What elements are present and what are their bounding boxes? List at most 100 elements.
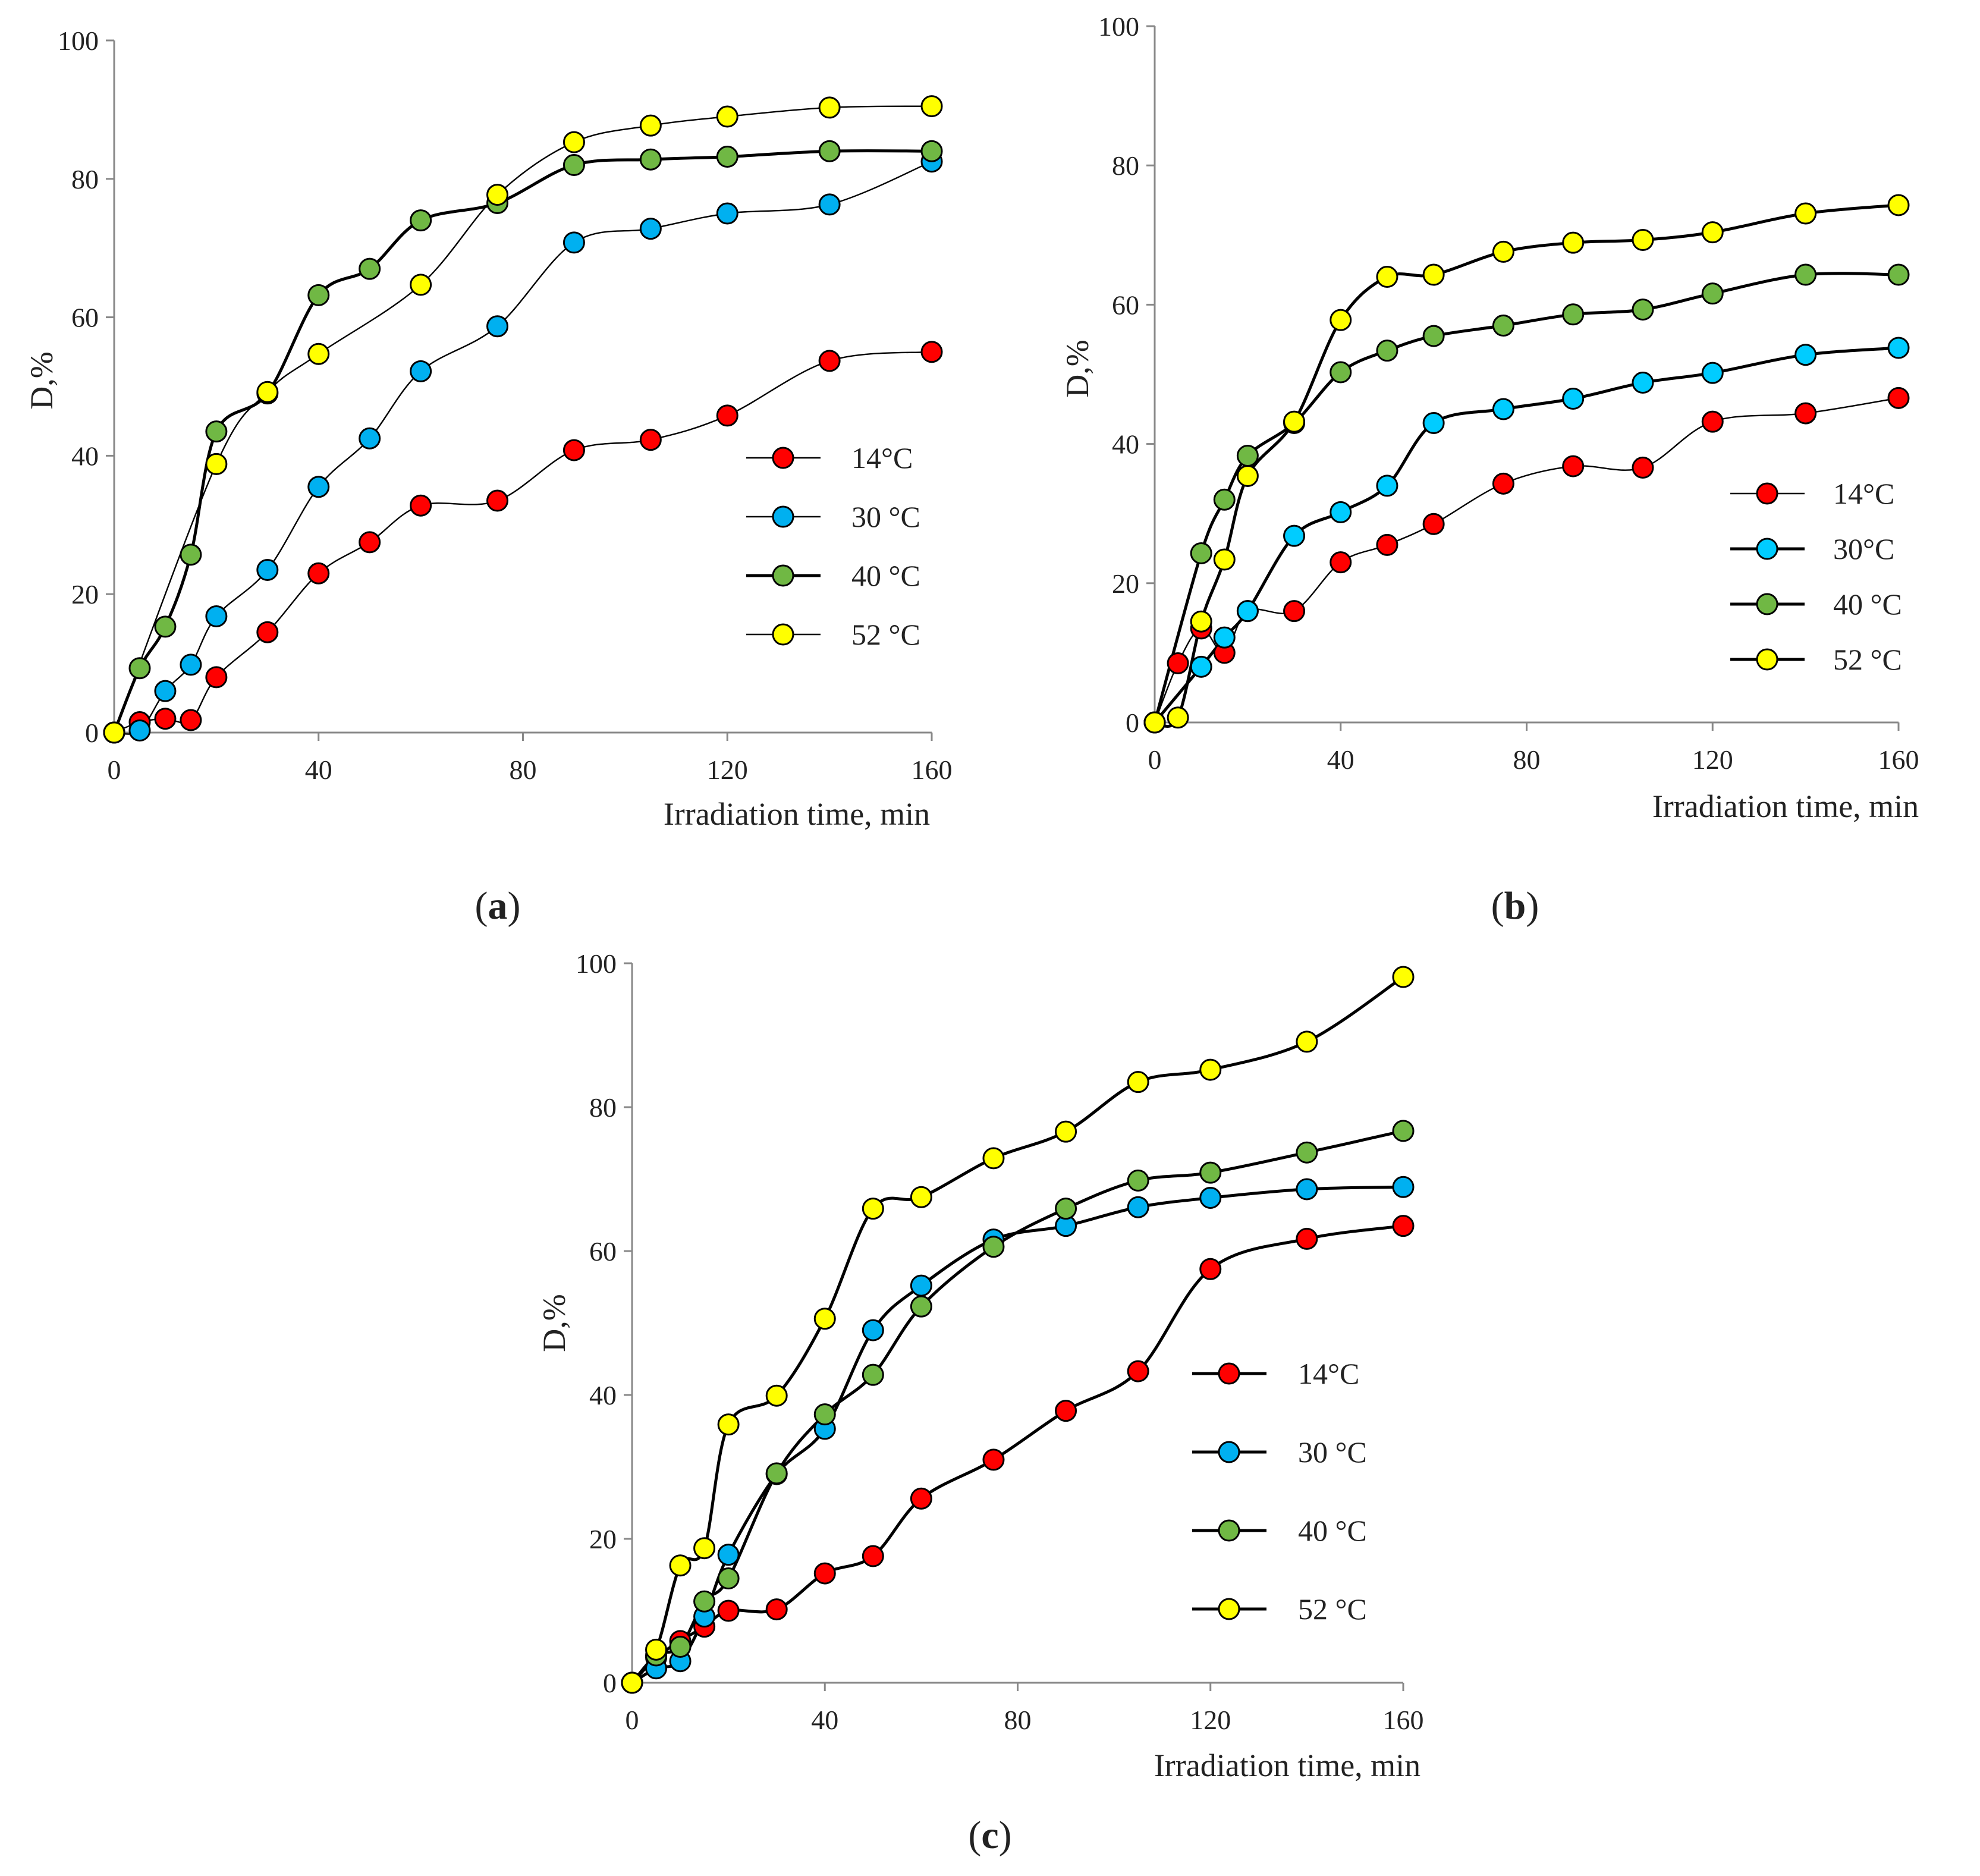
legend-marker-a-52C bbox=[772, 623, 794, 646]
data-point-a-40C-50 bbox=[359, 257, 381, 280]
data-point-b-40C-75 bbox=[1492, 315, 1514, 337]
legend-label-a-30C: 30 °C bbox=[851, 500, 920, 533]
y-tick-label-b: 60 bbox=[1112, 290, 1139, 320]
data-point-a-52C-60 bbox=[410, 274, 432, 296]
data-point-c-52C-75 bbox=[982, 1147, 1005, 1170]
series-line-b-40C bbox=[1153, 272, 1899, 723]
data-point-b-40C-60 bbox=[1422, 325, 1445, 347]
legend-c: 14°C 30 °C 40 °C 52 °C bbox=[1192, 1357, 1367, 1626]
legend-label-b-30C: 30°C bbox=[1833, 532, 1894, 565]
y-tick-label-b: 80 bbox=[1112, 150, 1139, 181]
data-point-b-40C-50 bbox=[1376, 340, 1398, 362]
data-point-a-30C-40 bbox=[307, 476, 330, 498]
plot-area-b: 0 20 40 60 80 100 0 40 80 120 160 bbox=[1098, 11, 1919, 775]
data-point-b-30C-10 bbox=[1190, 655, 1212, 678]
data-point-b-14C-50 bbox=[1376, 533, 1398, 556]
x-tick-label-a: 40 bbox=[305, 755, 332, 785]
data-point-a-40C-90 bbox=[562, 154, 585, 177]
y-tick-label-a: 80 bbox=[71, 164, 99, 194]
data-point-a-52C-20 bbox=[205, 452, 228, 475]
data-point-c-52C-50 bbox=[862, 1198, 884, 1220]
legend-marker-a-14C bbox=[772, 447, 794, 469]
data-point-b-30C-50 bbox=[1376, 475, 1398, 497]
data-point-a-52C-90 bbox=[562, 131, 585, 153]
data-point-a-14C-20 bbox=[205, 666, 228, 689]
data-point-c-14C-105 bbox=[1127, 1360, 1149, 1382]
data-point-b-52C-90 bbox=[1562, 231, 1585, 254]
data-point-b-52C-120 bbox=[1701, 221, 1724, 244]
y-tick-label-a: 40 bbox=[71, 441, 99, 471]
data-point-c-14C-160 bbox=[1392, 1215, 1415, 1237]
data-point-b-52C-140 bbox=[1794, 202, 1817, 225]
data-point-b-52C-15 bbox=[1213, 548, 1236, 571]
data-point-b-40C-40 bbox=[1330, 361, 1352, 384]
x-tick-label-a: 0 bbox=[108, 755, 121, 785]
x-tick-label-b: 80 bbox=[1513, 744, 1541, 775]
data-point-c-40C-140 bbox=[1296, 1141, 1318, 1164]
data-point-c-30C-160 bbox=[1392, 1176, 1415, 1198]
data-point-c-52C-30 bbox=[765, 1384, 788, 1407]
legend-label-c-40C: 40 °C bbox=[1298, 1514, 1367, 1547]
y-tick-label-c: 80 bbox=[589, 1092, 617, 1123]
chart-panel-a: 0 20 40 60 80 100 0 40 80 120 160 Irradiation time… bbox=[24, 26, 953, 928]
data-point-c-52C-20 bbox=[717, 1413, 740, 1436]
data-point-b-40C-10 bbox=[1190, 542, 1212, 564]
x-tick-label-a: 120 bbox=[707, 755, 748, 785]
data-point-a-30C-10 bbox=[154, 680, 177, 702]
data-point-c-40C-160 bbox=[1392, 1120, 1415, 1142]
data-point-b-40C-105 bbox=[1632, 298, 1654, 321]
data-point-b-14C-60 bbox=[1422, 513, 1445, 535]
data-point-c-40C-50 bbox=[862, 1363, 884, 1386]
y-tick-label-c: 40 bbox=[589, 1380, 617, 1410]
data-point-c-14C-20 bbox=[717, 1600, 740, 1622]
series-line-c-30C bbox=[631, 1185, 1404, 1685]
x-tick-label-c: 120 bbox=[1190, 1705, 1231, 1735]
data-point-c-40C-90 bbox=[1055, 1198, 1077, 1220]
data-point-c-14C-50 bbox=[862, 1545, 884, 1567]
legend-marker-b-14C bbox=[1756, 482, 1778, 505]
legend-marker-b-40C bbox=[1756, 593, 1778, 615]
data-point-a-30C-30 bbox=[256, 558, 279, 581]
data-point-a-30C-50 bbox=[359, 427, 381, 450]
data-point-a-52C-160 bbox=[920, 95, 943, 118]
data-point-c-52C-15 bbox=[693, 1537, 716, 1560]
legend-marker-c-52C bbox=[1218, 1598, 1240, 1620]
y-tick-label-a: 20 bbox=[71, 579, 99, 609]
x-tick-label-a: 160 bbox=[912, 755, 953, 785]
x-axis-label-c: Irradiation time, min bbox=[1154, 1748, 1420, 1783]
data-point-b-52C-105 bbox=[1632, 228, 1654, 251]
data-point-a-14C-160 bbox=[920, 341, 943, 363]
y-axis-label-c: D,% bbox=[536, 1294, 572, 1352]
data-point-c-30C-50 bbox=[862, 1319, 884, 1341]
data-point-c-52C-120 bbox=[1199, 1058, 1222, 1081]
panel-label-b: (b) bbox=[1491, 884, 1539, 928]
data-point-c-30C-60 bbox=[910, 1274, 932, 1297]
y-axis-label-a: D,% bbox=[24, 351, 59, 409]
legend-marker-c-40C bbox=[1218, 1519, 1240, 1542]
data-point-a-14C-40 bbox=[307, 562, 330, 585]
data-point-a-14C-75 bbox=[486, 489, 509, 512]
data-point-a-52C-40 bbox=[307, 342, 330, 365]
y-tick-label-c: 20 bbox=[589, 1524, 617, 1554]
data-point-c-40C-120 bbox=[1199, 1161, 1222, 1184]
data-point-a-40C-15 bbox=[180, 543, 202, 566]
y-axis-label-b: D,% bbox=[1060, 340, 1095, 397]
data-point-a-40C-20 bbox=[205, 420, 228, 443]
legend-label-a-52C: 52 °C bbox=[851, 618, 920, 651]
data-point-a-30C-20 bbox=[205, 605, 228, 627]
data-point-a-14C-10 bbox=[154, 708, 177, 730]
data-point-c-14C-40 bbox=[813, 1562, 836, 1585]
data-point-b-52C-30 bbox=[1283, 410, 1306, 433]
y-tick-label-b: 0 bbox=[1126, 708, 1139, 738]
data-point-b-14C-5 bbox=[1167, 652, 1189, 674]
data-point-b-30C-160 bbox=[1887, 337, 1910, 359]
data-point-c-30C-140 bbox=[1296, 1178, 1318, 1201]
data-point-a-30C-5 bbox=[128, 719, 151, 742]
data-point-c-52C-160 bbox=[1392, 966, 1415, 988]
legend-label-b-52C: 52 °C bbox=[1833, 643, 1902, 676]
panel-label-c: (c) bbox=[968, 1814, 1011, 1857]
legend-label-a-14C: 14°C bbox=[851, 441, 913, 475]
data-point-c-30C-105 bbox=[1127, 1196, 1149, 1218]
data-point-c-40C-105 bbox=[1127, 1169, 1149, 1192]
data-point-c-14C-75 bbox=[982, 1448, 1005, 1471]
